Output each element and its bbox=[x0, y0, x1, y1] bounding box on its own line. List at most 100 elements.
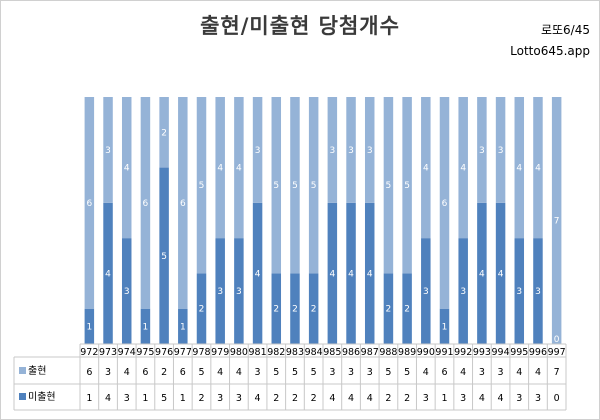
data-label-975-miss: 1 bbox=[143, 322, 149, 332]
x-tick-label-988: 988 bbox=[379, 347, 397, 358]
bar-segment-976-miss bbox=[159, 167, 169, 344]
bar-segment-975-hit bbox=[140, 97, 151, 309]
data-label-990-hit: 4 bbox=[423, 164, 429, 174]
x-tick-label-996: 996 bbox=[529, 347, 547, 358]
bar-segment-991-hit bbox=[439, 97, 450, 309]
x-tick-label-993: 993 bbox=[473, 347, 491, 358]
bar-segment-985-miss bbox=[327, 202, 338, 344]
bar-segment-979-hit bbox=[215, 97, 225, 239]
x-tick-label-979: 979 bbox=[211, 347, 229, 358]
legend-key-hit bbox=[19, 367, 26, 374]
bar-segment-989-hit bbox=[402, 97, 412, 274]
data-label-981-miss: 4 bbox=[255, 269, 261, 279]
bar-segment-984-hit bbox=[308, 97, 319, 274]
table-value-miss-985: 4 bbox=[329, 393, 335, 404]
x-tick-label-992: 992 bbox=[454, 347, 472, 358]
brand-label: 로또6/45 Lotto645.app bbox=[510, 20, 590, 62]
table-value-miss-996: 3 bbox=[535, 393, 541, 404]
table-value-miss-972: 1 bbox=[86, 393, 92, 404]
data-label-979-hit: 4 bbox=[217, 164, 223, 174]
data-label-995-miss: 3 bbox=[516, 287, 522, 297]
bar-segment-981-hit bbox=[252, 97, 263, 203]
data-label-980-miss: 3 bbox=[236, 287, 242, 297]
table-value-miss-977: 1 bbox=[180, 393, 186, 404]
table-value-hit-977: 6 bbox=[180, 367, 186, 378]
bar-segment-977-hit bbox=[178, 97, 188, 309]
table-value-hit-986: 3 bbox=[348, 367, 354, 378]
bar-segment-993-hit bbox=[477, 97, 487, 203]
table-value-hit-987: 3 bbox=[367, 367, 373, 378]
bar-segment-983-miss bbox=[290, 273, 300, 344]
x-tick-label-987: 987 bbox=[361, 347, 379, 358]
table-value-hit-975: 6 bbox=[142, 367, 148, 378]
data-label-993-miss: 4 bbox=[479, 269, 485, 279]
x-tick-label-982: 982 bbox=[267, 347, 285, 358]
table-value-miss-991: 1 bbox=[441, 393, 447, 404]
table-value-miss-979: 3 bbox=[217, 393, 223, 404]
bar-segment-995-hit bbox=[514, 97, 525, 239]
table-value-hit-979: 4 bbox=[217, 367, 223, 378]
x-tick-label-981: 981 bbox=[249, 347, 267, 358]
bar-segment-982-miss bbox=[271, 273, 282, 344]
table-value-hit-980: 4 bbox=[236, 367, 242, 378]
data-label-992-miss: 3 bbox=[460, 287, 466, 297]
table-value-hit-974: 4 bbox=[124, 367, 130, 378]
table-value-hit-993: 3 bbox=[479, 367, 485, 378]
data-label-991-hit: 6 bbox=[442, 199, 448, 209]
data-label-984-miss: 2 bbox=[311, 305, 317, 315]
bar-segment-980-miss bbox=[234, 238, 244, 344]
table-value-miss-992: 3 bbox=[460, 393, 466, 404]
data-label-994-miss: 4 bbox=[498, 269, 504, 279]
table-value-miss-984: 2 bbox=[311, 393, 317, 404]
table-value-miss-994: 4 bbox=[498, 393, 504, 404]
table-value-miss-981: 4 bbox=[255, 393, 261, 404]
bar-segment-988-hit bbox=[383, 97, 394, 274]
bar-segment-974-hit bbox=[121, 97, 132, 239]
x-tick-label-984: 984 bbox=[305, 347, 323, 358]
bar-segment-986-miss bbox=[346, 202, 356, 344]
table-value-miss-986: 4 bbox=[348, 393, 354, 404]
data-label-982-hit: 5 bbox=[273, 181, 279, 191]
bar-segment-994-hit bbox=[495, 97, 506, 203]
data-label-988-miss: 2 bbox=[386, 305, 392, 315]
bar-segment-987-miss bbox=[364, 202, 375, 344]
x-tick-label-978: 978 bbox=[192, 347, 210, 358]
data-label-991-miss: 1 bbox=[442, 322, 448, 332]
x-tick-label-973: 973 bbox=[99, 347, 117, 358]
table-value-hit-978: 5 bbox=[198, 367, 204, 378]
data-label-981-hit: 3 bbox=[255, 146, 261, 156]
table-value-hit-989: 5 bbox=[404, 367, 410, 378]
legend-label-hit: 출현 bbox=[28, 365, 46, 377]
bar-segment-977-miss bbox=[178, 308, 188, 344]
table-value-hit-973: 3 bbox=[105, 367, 111, 378]
data-label-992-hit: 4 bbox=[460, 164, 466, 174]
data-label-983-hit: 5 bbox=[292, 181, 298, 191]
x-tick-label-991: 991 bbox=[435, 347, 453, 358]
bar-segment-978-miss bbox=[196, 273, 207, 344]
table-value-hit-988: 5 bbox=[385, 367, 391, 378]
data-label-983-miss: 2 bbox=[292, 305, 298, 315]
data-label-980-hit: 4 bbox=[236, 164, 242, 174]
table-value-miss-983: 2 bbox=[292, 393, 298, 404]
table-value-miss-997: 0 bbox=[554, 393, 560, 404]
data-label-997-hit: 7 bbox=[554, 217, 560, 227]
table-value-miss-980: 3 bbox=[236, 393, 242, 404]
bar-segment-974-miss bbox=[121, 238, 132, 344]
data-label-989-miss: 2 bbox=[404, 305, 410, 315]
table-value-hit-990: 4 bbox=[423, 367, 429, 378]
data-label-982-miss: 2 bbox=[273, 305, 279, 315]
bar-segment-991-miss bbox=[439, 308, 450, 344]
x-tick-label-972: 972 bbox=[80, 347, 98, 358]
table-value-hit-981: 3 bbox=[255, 367, 261, 378]
table-value-hit-985: 3 bbox=[329, 367, 335, 378]
data-label-972-hit: 6 bbox=[86, 199, 92, 209]
data-label-987-miss: 4 bbox=[367, 269, 373, 279]
data-label-979-miss: 3 bbox=[217, 287, 223, 297]
bar-segment-973-hit bbox=[103, 97, 113, 203]
table-value-hit-997: 7 bbox=[554, 367, 560, 378]
bar-segment-981-miss bbox=[252, 202, 263, 344]
bar-segment-992-hit bbox=[458, 97, 468, 239]
bar-segment-994-miss bbox=[495, 202, 506, 344]
table-value-hit-996: 4 bbox=[535, 367, 541, 378]
